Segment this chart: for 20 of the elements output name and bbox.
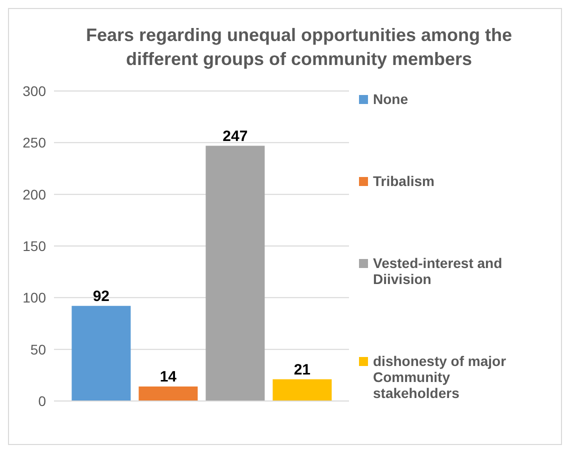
bar <box>138 386 198 401</box>
bar <box>206 146 265 401</box>
y-tick-label: 250 <box>22 134 46 151</box>
chart-title: Fears regarding unequal opportunities among the different groups of community members <box>84 24 514 71</box>
y-tick-label: 0 <box>38 392 46 409</box>
y-tick-label: 300 <box>22 82 46 99</box>
y-tick-label: 150 <box>22 238 46 254</box>
legend-label: None <box>373 91 409 107</box>
data-label: 21 <box>294 361 311 378</box>
y-tick-label: 200 <box>22 186 46 202</box>
legend-label: Vested-interest and Diivision <box>373 255 504 287</box>
legend-label: dishonesty of major Community stakeholders <box>373 353 508 401</box>
legend-label: Tribalism <box>373 173 436 189</box>
data-label: 247 <box>222 128 248 145</box>
bar <box>72 306 131 401</box>
data-label: 14 <box>160 368 178 386</box>
y-tick-label: 100 <box>22 290 46 306</box>
data-label: 92 <box>92 288 110 305</box>
bar <box>272 379 332 401</box>
y-tick-label: 50 <box>30 341 46 358</box>
